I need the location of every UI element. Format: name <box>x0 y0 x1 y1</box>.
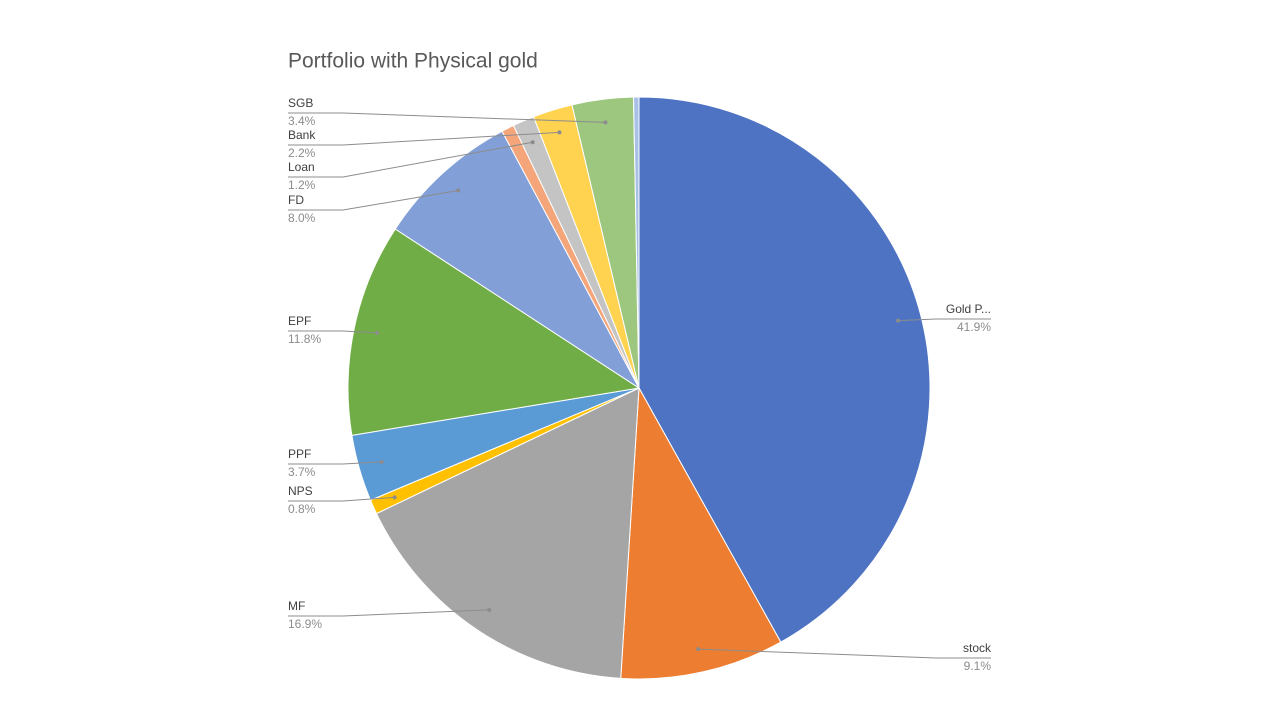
leader-line <box>288 131 560 146</box>
value-label: 3.7% <box>288 465 316 479</box>
category-label: NPS <box>288 484 313 498</box>
value-label: 41.9% <box>957 320 991 334</box>
data-labels: Gold P... 41.9% stock 9.1% MF 16.9% NPS 0.8% PPF… <box>288 96 992 673</box>
leader-dot <box>392 495 397 500</box>
leader-line <box>898 318 991 322</box>
category-label: SGB <box>288 96 313 110</box>
leader-dot <box>696 647 701 652</box>
leader-line <box>288 609 490 617</box>
leader-dot <box>557 130 562 135</box>
leader-line <box>288 141 533 178</box>
category-label: MF <box>288 599 305 613</box>
chart-title: Portfolio with Physical gold <box>288 50 538 73</box>
value-label: 11.8% <box>288 332 321 346</box>
value-label: 8.0% <box>288 211 316 225</box>
pie-slice <box>375 387 640 679</box>
category-label: Bank <box>288 128 316 142</box>
pie-slice <box>620 386 782 680</box>
pie-slice <box>347 228 641 436</box>
category-label: Loan <box>288 160 315 174</box>
category-label: EPF <box>288 314 311 328</box>
leader-dot <box>375 330 380 335</box>
value-label: 2.2% <box>288 146 316 160</box>
value-label: 0.8% <box>288 502 316 516</box>
value-label: 9.1% <box>964 659 992 673</box>
category-label: Gold P... <box>946 302 991 316</box>
pie-slice <box>633 96 640 389</box>
leader-line <box>288 496 395 502</box>
leader-dot <box>603 120 608 125</box>
value-label: 1.2% <box>288 178 316 192</box>
leader-line <box>288 461 382 465</box>
pie <box>347 96 931 680</box>
category-label: stock <box>963 641 992 655</box>
leader-line <box>288 112 606 123</box>
leader-dot <box>487 607 492 612</box>
leader-dot <box>379 459 384 464</box>
category-label: PPF <box>288 447 311 461</box>
leader-line <box>698 648 991 659</box>
category-label: FD <box>288 193 304 207</box>
leader-line <box>288 190 459 211</box>
pie-slice <box>394 130 640 389</box>
leader-dot <box>530 140 535 145</box>
leader-dot <box>896 318 901 323</box>
value-label: 16.9% <box>288 617 322 631</box>
pie-slice <box>638 96 931 643</box>
leader-dot <box>456 188 461 193</box>
leader-line <box>288 330 378 334</box>
value-label: 3.4% <box>288 114 316 128</box>
